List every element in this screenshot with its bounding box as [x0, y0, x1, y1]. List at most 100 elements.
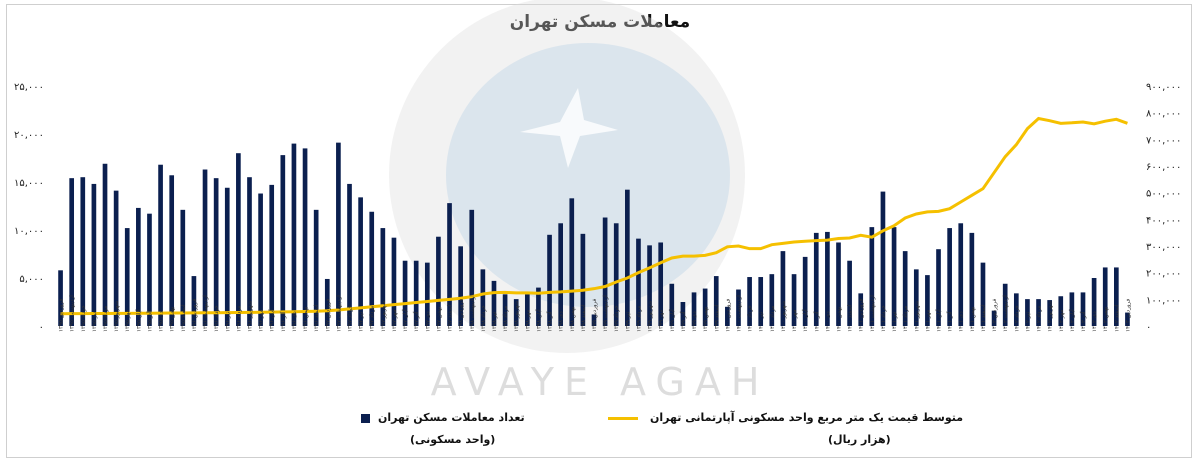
x-tick-label: شهریور ۱۴۰۱	[914, 300, 920, 332]
bar	[558, 223, 563, 326]
x-tick-label: شهریور ۱۳۹۶	[247, 300, 253, 332]
right-tick-label: ۴۰۰,۰۰۰	[1146, 215, 1181, 226]
x-tick-label: مرداد ۱۳۹۸	[503, 306, 509, 332]
right-tick-label: ۵۰۰,۰۰۰	[1146, 189, 1181, 200]
x-tick-label: اسفند ۱۴۰۱	[981, 304, 987, 332]
bar	[736, 289, 741, 326]
x-tick-label: آبان ۱۴۰۲	[1069, 309, 1076, 332]
bar	[313, 209, 319, 326]
bar	[1036, 299, 1041, 326]
bar	[136, 207, 141, 326]
bar	[536, 287, 541, 326]
x-tick-label: فروردین ۱۳۹۷	[325, 298, 331, 332]
bar	[280, 155, 286, 326]
x-tick-label: مرداد ۱۴۰۰	[770, 306, 776, 332]
x-tick-label: آبان ۱۴۰۱	[936, 309, 943, 332]
bar	[202, 169, 208, 326]
left-tick-label: ۲۰,۰۰۰	[14, 130, 44, 141]
x-tick-label: مهر ۱۳۹۹	[659, 310, 665, 332]
bar	[825, 231, 830, 326]
bar	[236, 153, 241, 326]
left-tick-label: ۰	[39, 322, 44, 333]
left-tick-label: ۲۵,۰۰۰	[14, 82, 44, 93]
bar	[602, 217, 608, 326]
legend-bar-unit: (واحد مسکونی)	[410, 433, 496, 446]
x-tick-label: آذر ۱۳۹۷	[413, 311, 420, 332]
watermark-inner-circle	[446, 43, 730, 307]
x-tick-label: آذر ۱۳۹۹	[680, 311, 687, 332]
x-tick-label: خرداد ۱۴۰۰	[748, 305, 754, 332]
legend-line-unit: (هزار ریال)	[828, 433, 891, 446]
x-tick-label: فروردین ۱۴۰۳	[1125, 298, 1131, 332]
bar	[769, 274, 775, 326]
x-tick-label: مرداد ۱۴۰۲	[1037, 306, 1043, 332]
bar	[613, 223, 619, 326]
bar	[591, 314, 597, 326]
bar	[247, 177, 252, 326]
bar	[436, 236, 441, 326]
bar	[869, 227, 875, 326]
bar	[413, 260, 419, 326]
x-tick-label: فروردین ۱۴۰۰	[725, 298, 731, 332]
bar	[80, 177, 86, 326]
bar	[358, 197, 363, 326]
bar	[913, 269, 919, 326]
bar	[447, 203, 452, 326]
bar	[524, 294, 530, 326]
bar	[113, 190, 119, 326]
price-line	[60, 116, 1128, 316]
x-tick-label: تیر ۱۴۰۱	[892, 311, 898, 332]
bar	[1080, 292, 1086, 326]
x-tick-label: آذر ۱۳۹۶	[280, 311, 287, 332]
bar	[702, 288, 708, 326]
left-tick-label: ۱۰,۰۰۰	[14, 226, 44, 237]
x-tick-label: اسفند ۱۳۹۸	[581, 304, 587, 332]
bar	[336, 142, 341, 326]
right-axis: ۰ ۱۰۰,۰۰۰ ۲۰۰,۰۰۰ ۳۰۰,۰۰۰ ۴۰۰,۰۰۰ ۵۰۰,۰۰۰ ۶۰۰,…	[1146, 82, 1181, 333]
x-tick-label: دی ۱۴۰۰	[825, 311, 831, 332]
x-tick-label: آذر ۱۴۰۰	[813, 311, 820, 332]
right-tick-label: ۸۰۰,۰۰۰	[1146, 109, 1181, 120]
bar	[502, 294, 508, 326]
x-tick-label: آذر ۱۴۰۲	[1080, 311, 1087, 332]
x-tick-label: مرداد ۱۳۹۶	[236, 306, 242, 332]
watermark-text: AVAYE AGAH	[431, 360, 770, 404]
right-tick-label: ۳۰۰,۰۰۰	[1146, 242, 1181, 253]
right-tick-label: ۶۰۰,۰۰۰	[1146, 162, 1181, 173]
bar	[224, 187, 230, 326]
bar	[936, 249, 941, 326]
x-tick-label: بهمن ۱۴۰۰	[836, 306, 842, 332]
bar	[958, 223, 964, 326]
x-tick-label: اردیبهشت ۱۳۹۵	[70, 295, 76, 332]
x-tick-label: مهر ۱۴۰۰	[792, 310, 798, 332]
bar	[725, 306, 730, 326]
x-tick-label: دی ۱۳۹۶	[292, 311, 298, 332]
x-tick-label: شهریور ۱۳۹۸	[514, 300, 520, 332]
bar	[513, 299, 519, 326]
x-tick-label: آبان ۱۴۰۰	[802, 309, 809, 332]
x-tick-label: اردیبهشت ۱۴۰۲	[1003, 295, 1009, 332]
bar	[480, 269, 486, 326]
x-tick-label: آبان ۱۳۹۶	[269, 309, 276, 332]
x-tick-label: فروردین ۱۴۰۱	[859, 298, 865, 332]
x-tick-label: فروردین ۱۳۹۹	[592, 298, 598, 332]
x-tick-label: مرداد ۱۳۹۷	[370, 306, 376, 332]
x-tick-label: اسفند ۱۴۰۰	[848, 304, 854, 332]
x-tick-label: شهریور ۱۴۰۲	[1048, 300, 1054, 332]
x-tick-label: اسفند ۱۳۹۷	[448, 304, 454, 332]
bar	[180, 209, 186, 326]
bar	[369, 211, 375, 326]
x-tick-label: مهر ۱۳۹۷	[392, 310, 398, 332]
bar	[191, 276, 197, 326]
bar	[802, 256, 808, 326]
bar	[569, 198, 575, 326]
left-axis: ۰ ۵,۰۰۰ ۱۰,۰۰۰ ۱۵,۰۰۰ ۲۰,۰۰۰ ۲۵,۰۰۰	[14, 82, 44, 333]
x-tick-label: تیر ۱۳۹۷	[359, 311, 365, 332]
bar	[1002, 283, 1008, 326]
x-tick-label: آبان ۱۳۹۸	[535, 309, 542, 332]
bar	[980, 262, 986, 326]
x-tick-label: دی ۱۳۹۷	[425, 311, 431, 332]
x-tick-label: دی ۱۴۰۱	[959, 311, 965, 332]
chart-title: معاملات مسکن تهران	[509, 12, 691, 32]
